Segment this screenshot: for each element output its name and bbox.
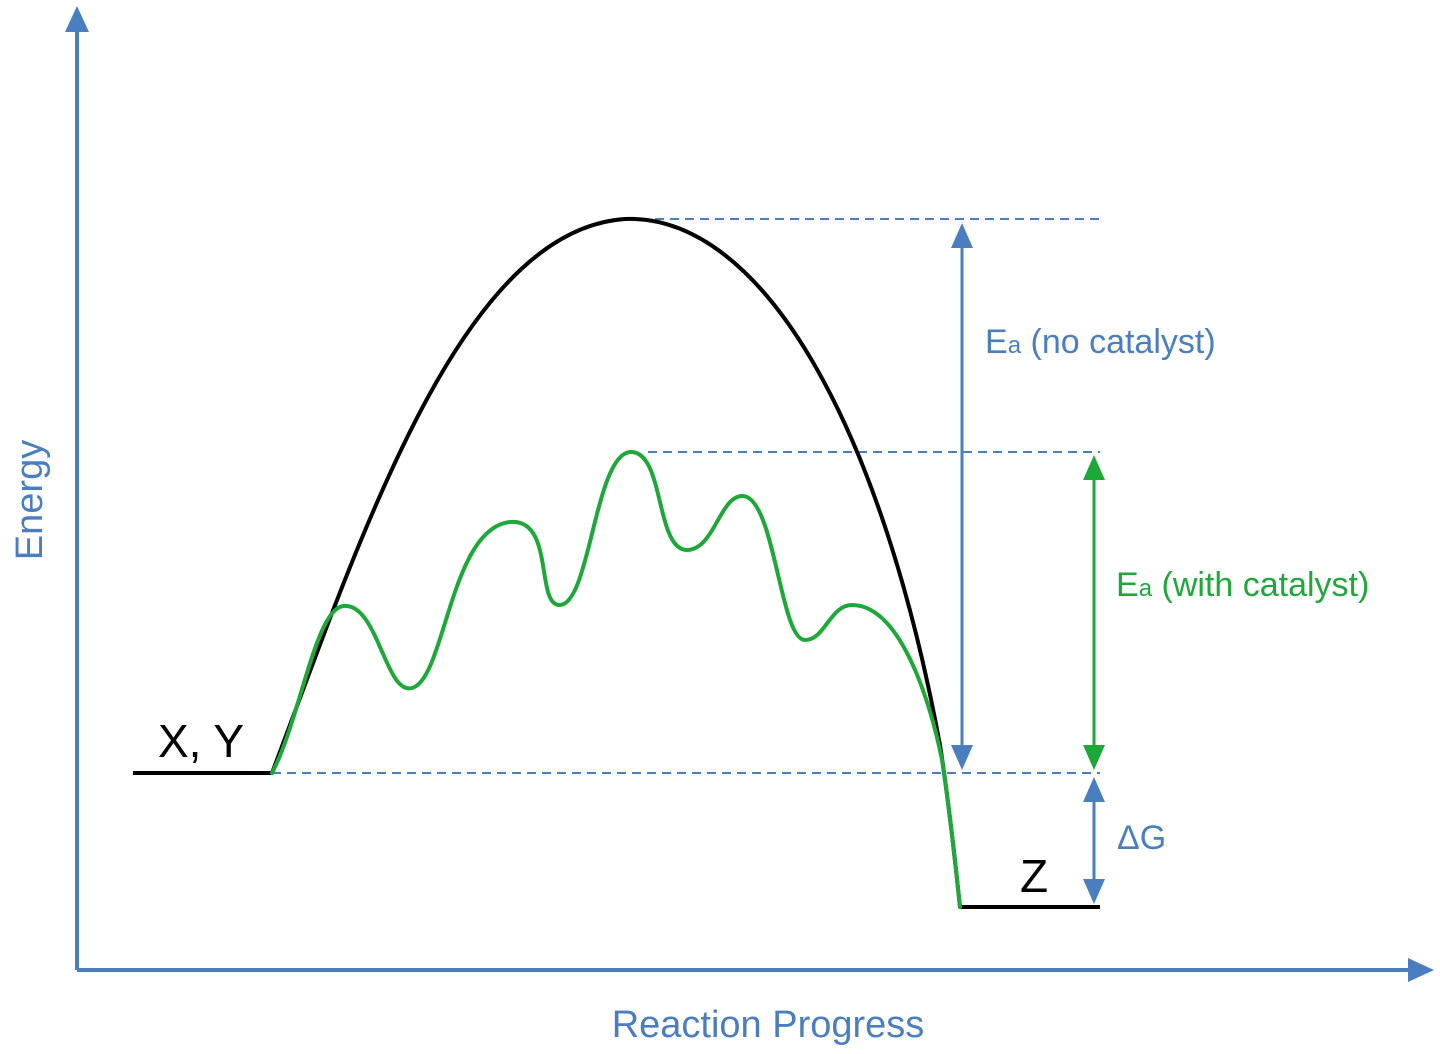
guide-lines	[272, 218, 1100, 774]
ea-no-catalyst-arrowhead-bottom	[951, 745, 973, 770]
curve-with-catalyst	[270, 449, 962, 909]
ea-with-catalyst-text: (with catalyst)	[1152, 566, 1369, 604]
y-axis-arrowhead	[65, 6, 89, 32]
product-label: Z	[1020, 850, 1048, 902]
reactants-label: X, Y	[158, 715, 244, 767]
ea-no-catalyst-arrowhead-top	[951, 223, 973, 248]
curve-no-catalyst	[270, 216, 962, 909]
ea-no-catalyst-label: Ea (no catalyst)	[985, 323, 1216, 361]
ea-no-catalyst-text: (no catalyst)	[1021, 323, 1216, 361]
y-axis-label: Energy	[9, 440, 51, 560]
ea-with-catalyst-symbol: E	[1116, 566, 1139, 604]
axes	[65, 6, 1434, 982]
delta-g-arrowhead-bottom	[1083, 879, 1105, 904]
x-axis-label: Reaction Progress	[612, 1004, 925, 1046]
delta-g-arrowhead-top	[1083, 777, 1105, 802]
ea-no-catalyst-subscript: a	[1008, 332, 1022, 359]
x-axis-arrowhead	[1408, 958, 1434, 982]
ea-with-catalyst-label: Ea (with catalyst)	[1116, 566, 1369, 604]
ea-with-catalyst-arrowhead-bottom	[1083, 745, 1105, 770]
delta-g-label: ΔG	[1117, 819, 1166, 857]
ea-with-catalyst-subscript: a	[1139, 575, 1153, 602]
ea-no-catalyst-symbol: E	[985, 323, 1008, 361]
ea-with-catalyst-arrowhead-top	[1083, 455, 1105, 480]
